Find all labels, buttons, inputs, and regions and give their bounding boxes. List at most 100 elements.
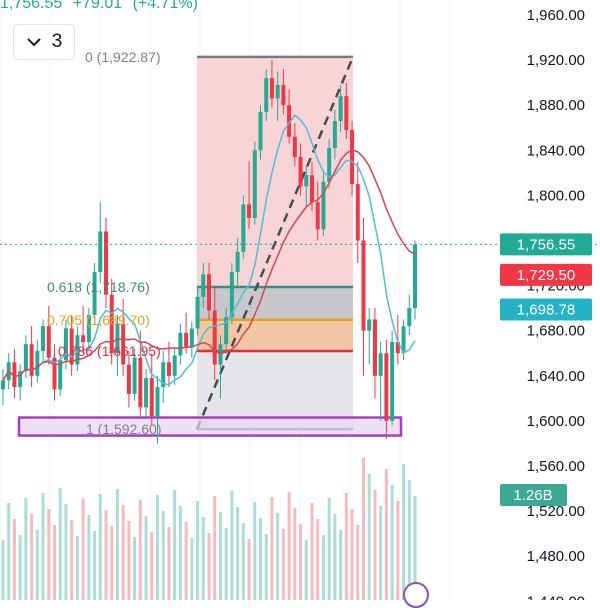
candle: [12, 348, 17, 399]
y-axis-tick-label: 1,480.00: [527, 548, 585, 565]
price-label-bg: [500, 233, 592, 256]
volume-bar: [264, 534, 268, 600]
candle: [384, 339, 389, 439]
volume-bar: [41, 493, 45, 600]
volume-bar: [373, 490, 377, 600]
last-price: 1,756.55: [0, 0, 63, 12]
candle: [41, 319, 46, 363]
candle-body: [69, 328, 74, 365]
volume-bar: [201, 517, 205, 600]
volume-bar: [87, 515, 91, 600]
candle: [315, 181, 320, 241]
support-zone-rect: [17, 416, 403, 437]
candle: [258, 105, 263, 160]
candle: [201, 263, 206, 309]
candle-body: [384, 353, 389, 421]
volume-bar: [196, 501, 200, 600]
candle-body: [235, 251, 240, 273]
volume-bar: [1, 540, 5, 600]
candle: [35, 339, 40, 383]
candle-body: [281, 84, 286, 106]
candle: [269, 60, 274, 108]
candle-body: [207, 274, 211, 311]
y-axis-tick-label: 1,560.00: [527, 458, 585, 475]
price-label-bg: [500, 263, 592, 286]
candle-body: [310, 175, 314, 203]
candle: [344, 82, 349, 140]
candle: [275, 71, 280, 121]
candle-body: [292, 136, 297, 158]
candle: [287, 89, 292, 144]
volume-label-text: 1.26B: [513, 487, 552, 504]
candle-body: [178, 332, 183, 356]
candle: [321, 172, 326, 236]
volume-bar: [379, 506, 383, 600]
volume-bar: [75, 536, 79, 600]
candle: [212, 285, 217, 381]
candle: [367, 308, 372, 365]
y-axis-tick-label: 1,960.00: [527, 7, 585, 24]
candle-body: [275, 84, 280, 99]
fib-label: 0.786 (1,661.95): [58, 343, 161, 359]
volume-bar: [207, 533, 211, 600]
candle-body: [92, 272, 97, 315]
candle: [407, 294, 412, 336]
volume-bar: [184, 522, 188, 600]
fib-zone-0705-0786: [197, 319, 353, 352]
volume-bar: [138, 500, 142, 600]
candle: [144, 369, 149, 417]
candle: [401, 319, 406, 361]
volume-bar: [35, 530, 39, 600]
candle: [172, 348, 177, 385]
volume-bar: [213, 496, 217, 600]
candle-body: [224, 317, 229, 345]
candle-body: [327, 148, 332, 182]
candle-body: [63, 328, 68, 361]
candle-body: [104, 231, 108, 295]
candle: [126, 350, 131, 408]
candle: [18, 364, 23, 401]
candle-body: [264, 78, 269, 112]
volume-bar: [321, 535, 325, 600]
volume-bar: [247, 539, 251, 600]
volume-bar: [362, 458, 365, 600]
candle-body: [401, 326, 406, 354]
drawing-tool-icon[interactable]: [403, 582, 429, 608]
volume-bar: [316, 519, 320, 600]
volume-bar: [47, 509, 51, 600]
candle-body: [166, 362, 171, 376]
candle: [264, 69, 269, 121]
candle-body: [35, 350, 40, 376]
candle-body: [75, 335, 80, 365]
volume-bar: [230, 491, 234, 600]
candle: [46, 305, 51, 365]
candle: [304, 166, 309, 207]
candle-body: [81, 335, 86, 342]
chevron-down-icon: [26, 38, 41, 47]
volume-bar: [344, 493, 348, 600]
fib-trend-line: [195, 56, 355, 430]
fib-label: 0.618 (1,718.76): [47, 279, 150, 295]
candle-body: [229, 272, 234, 318]
candle: [155, 375, 160, 444]
interval-label: 3: [51, 31, 63, 52]
volume-bar: [173, 490, 177, 600]
volume-bar: [236, 507, 240, 600]
candle: [372, 308, 377, 399]
candle: [149, 353, 154, 426]
volume-label-bg: [500, 484, 567, 506]
candle: [390, 330, 395, 426]
price-label-text: 1,729.50: [517, 267, 575, 284]
candle: [338, 84, 343, 133]
ma-fast-line: [2, 114, 416, 386]
candle: [166, 341, 171, 388]
interval-selector-button[interactable]: 3: [13, 24, 75, 60]
candle: [86, 308, 91, 349]
candle-body: [46, 326, 51, 358]
candle: [235, 238, 240, 286]
price-change-pct: (+4.71%): [132, 0, 198, 12]
volume-bar: [384, 469, 388, 600]
candle-body: [378, 353, 383, 376]
y-axis-tick-label: 1,640.00: [527, 368, 585, 385]
